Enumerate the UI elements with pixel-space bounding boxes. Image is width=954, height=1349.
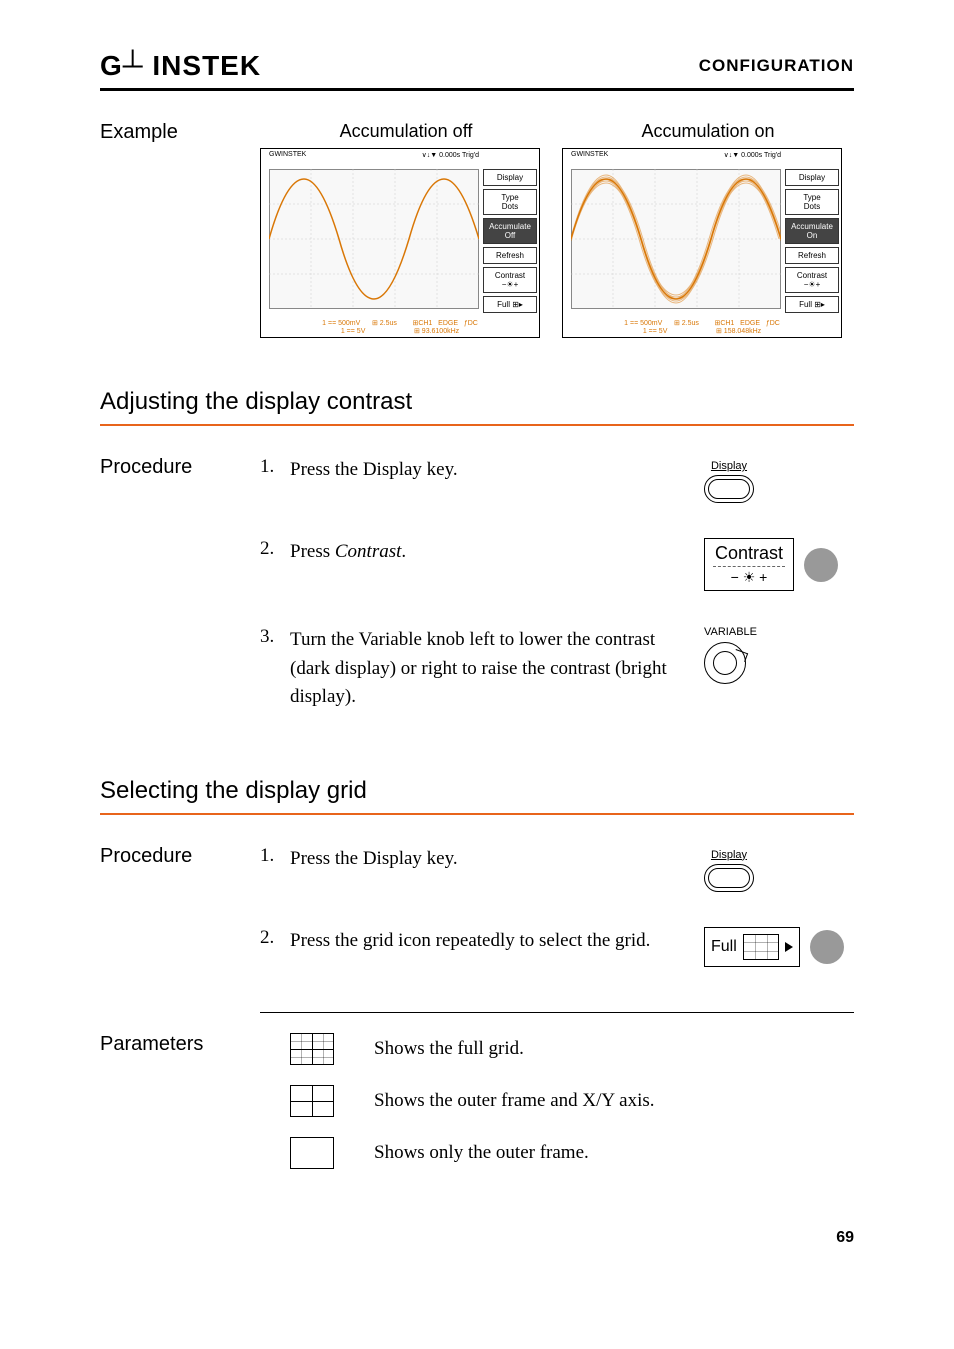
brand-logo: G┴ INSTEK — [100, 50, 261, 82]
display-key-icon: Display — [704, 460, 754, 503]
step-1: 1. Press the Display key. Display — [260, 456, 854, 503]
waveform-off — [269, 169, 479, 309]
param-text: Shows only the outer frame. — [374, 1142, 589, 1164]
param-text: Shows the full grid. — [374, 1038, 524, 1060]
example-row: Example Accumulation off GWINSTEK∨↓▼ 0.0… — [100, 121, 854, 338]
step-text: Press Contrast. — [290, 538, 704, 567]
grid-full-icon — [290, 1033, 334, 1065]
grid-axis-icon — [290, 1085, 334, 1117]
step-2: 2. Press the grid icon repeatedly to sel… — [260, 927, 854, 967]
scope-screenshot-off: GWINSTEK∨↓▼ 0.000s Trig'd Display TypeDo… — [260, 148, 540, 338]
param-full-grid: Shows the full grid. — [260, 1033, 854, 1065]
step-text: Press the grid icon repeatedly to select… — [290, 927, 704, 956]
step-number: 3. — [260, 626, 290, 648]
parameters-row: Parameters Shows the full grid. Shows th… — [100, 1033, 854, 1189]
softkey-button-icon — [810, 930, 844, 964]
scope-side-menu: Display TypeDots AccumulateOn Refresh Co… — [785, 169, 839, 316]
procedure-label: Procedure — [100, 845, 260, 868]
waveform-on — [571, 169, 781, 309]
scope-header: GWINSTEK∨↓▼ 0.000s Trig'd — [571, 151, 781, 159]
step-number: 2. — [260, 538, 290, 560]
full-grid-softkey-icon: Full — [704, 927, 844, 967]
variable-knob-icon: VARIABLE — [704, 626, 854, 684]
scope-footer: 1 == 500mV ⊞ 2.5us ⊞CH1 EDGE ƒDC 1 == 5V… — [571, 319, 833, 335]
step-text: Press the Display key. — [290, 456, 704, 485]
section-header: CONFIGURATION — [699, 56, 854, 76]
grid-full-icon — [743, 934, 779, 960]
example-label: Example — [100, 121, 260, 144]
scope-header: GWINSTEK∨↓▼ 0.000s Trig'd — [269, 151, 479, 159]
procedure-grid: Procedure 1. Press the Display key. Disp… — [100, 845, 854, 982]
procedure-label: Procedure — [100, 456, 260, 479]
example-off-title: Accumulation off — [260, 121, 552, 142]
step-3: 3. Turn the Variable knob left to lower … — [260, 626, 854, 712]
divider-thin — [260, 1012, 854, 1013]
param-text: Shows the outer frame and X/Y axis. — [374, 1090, 655, 1112]
parameters-label: Parameters — [100, 1033, 260, 1056]
example-on-column: Accumulation on GWINSTEK∨↓▼ 0.000s Trig'… — [562, 121, 854, 338]
step-text: Press the Display key. — [290, 845, 704, 874]
divider — [100, 424, 854, 426]
grid-frame-icon — [290, 1137, 334, 1169]
example-on-title: Accumulation on — [562, 121, 854, 142]
softkey-button-icon — [804, 548, 838, 582]
step-number: 2. — [260, 927, 290, 949]
procedure-contrast: Procedure 1. Press the Display key. Disp… — [100, 456, 854, 747]
divider — [100, 813, 854, 815]
example-off-column: Accumulation off GWINSTEK∨↓▼ 0.000s Trig… — [260, 121, 552, 338]
step-1: 1. Press the Display key. Display — [260, 845, 854, 892]
scope-footer: 1 == 500mV ⊞ 2.5us ⊞CH1 EDGE ƒDC 1 == 5V… — [269, 319, 531, 335]
scope-screenshot-on: GWINSTEK∨↓▼ 0.000s Trig'd — [562, 148, 842, 338]
chevron-right-icon — [785, 942, 793, 952]
scope-side-menu: Display TypeDots AccumulateOff Refresh C… — [483, 169, 537, 316]
section-title-grid: Selecting the display grid — [100, 777, 854, 805]
step-2: 2. Press Contrast. Contrast − ☀ + — [260, 538, 854, 591]
display-key-icon: Display — [704, 849, 754, 892]
param-frame-grid: Shows only the outer frame. — [260, 1137, 854, 1169]
page-header: G┴ INSTEK CONFIGURATION — [100, 50, 854, 91]
contrast-softkey-icon: Contrast − ☀ + — [704, 538, 838, 591]
section-title-contrast: Adjusting the display contrast — [100, 388, 854, 416]
step-number: 1. — [260, 845, 290, 867]
page-number: 69 — [100, 1229, 854, 1247]
step-text: Turn the Variable knob left to lower the… — [290, 626, 704, 712]
param-axis-grid: Shows the outer frame and X/Y axis. — [260, 1085, 854, 1117]
step-number: 1. — [260, 456, 290, 478]
